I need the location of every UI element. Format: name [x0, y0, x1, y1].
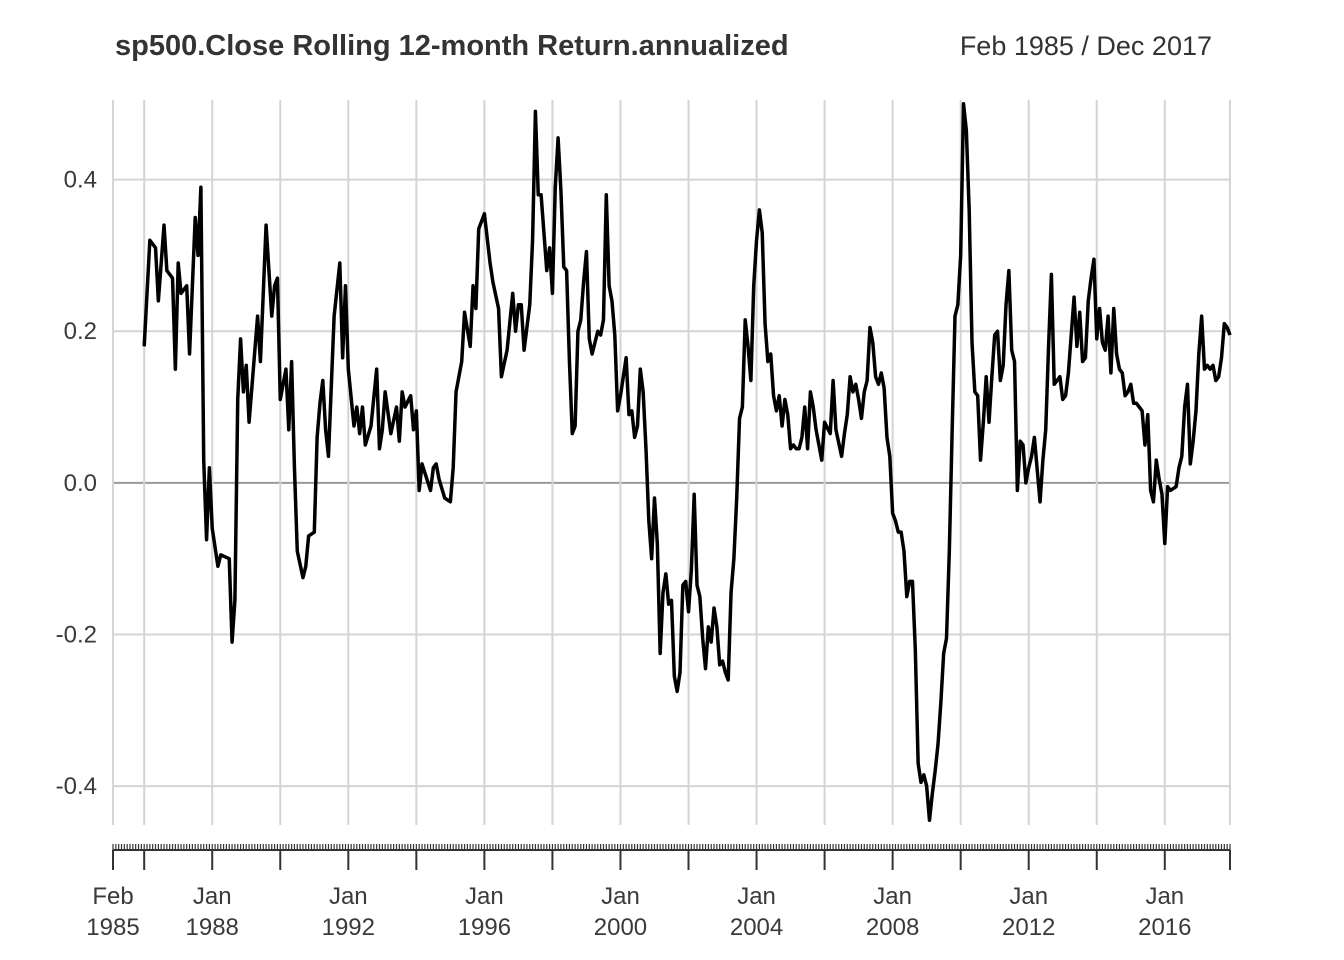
- y-tick-label: -0.2: [56, 622, 97, 649]
- x-tick-label: Jan 2008: [866, 883, 919, 941]
- chart-title: sp500.Close Rolling 12-month Return.annu…: [115, 30, 789, 62]
- x-tick-label: Jan 1992: [322, 883, 375, 941]
- x-tick-label: Feb 1985: [86, 883, 139, 941]
- y-tick-label: 0.4: [64, 167, 97, 194]
- x-tick-label: Jan 2000: [594, 883, 647, 941]
- x-tick-label: Jan 1996: [458, 883, 511, 941]
- x-tick-label: Jan 2004: [730, 883, 783, 941]
- x-tick-label: Jan 1988: [186, 883, 239, 941]
- y-tick-label: 0.2: [64, 318, 97, 345]
- x-tick-label: Jan 2016: [1138, 883, 1191, 941]
- x-tick-label: Jan 2012: [1002, 883, 1055, 941]
- chart-subtitle: Feb 1985 / Dec 2017: [960, 31, 1212, 61]
- y-tick-label: 0.0: [64, 470, 97, 497]
- series-line: [142, 102, 1232, 823]
- minor-ticks: [112, 844, 1231, 850]
- y-tick-label: -0.4: [56, 773, 97, 800]
